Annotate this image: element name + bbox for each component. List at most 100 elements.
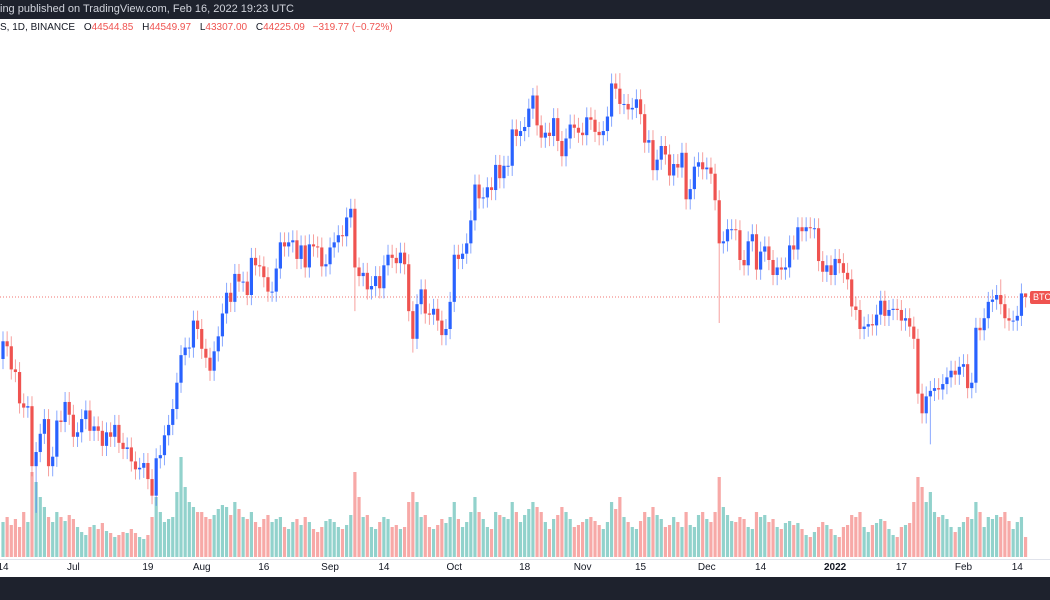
candle-body [88, 410, 92, 431]
volume-bar [647, 517, 651, 557]
candle-body [581, 132, 585, 136]
volume-bar [995, 515, 999, 557]
volume-bar [564, 512, 568, 557]
volume-bar [121, 532, 125, 557]
volume-bar [804, 535, 808, 557]
volume-bar [489, 529, 494, 557]
candle-body [924, 396, 928, 414]
volume-bar [746, 527, 750, 557]
candle-body [518, 131, 523, 136]
candle-body [638, 99, 643, 115]
candle-body [891, 308, 895, 310]
candle-body [349, 208, 353, 218]
volume-bar [369, 527, 374, 557]
volume-bar [883, 521, 887, 557]
candle-body [858, 309, 862, 330]
volume-bar [9, 525, 13, 557]
volume-bar [30, 472, 34, 557]
candle-body [701, 162, 705, 170]
volume-bar [908, 523, 912, 557]
candle-body [465, 243, 469, 254]
candle-body [117, 424, 121, 443]
publish-bar: ing published on TradingView.com, Feb 16… [0, 0, 1050, 19]
candle-body [357, 267, 361, 277]
candle-body [651, 140, 655, 171]
volume-bar [659, 519, 663, 557]
volume-bar [407, 502, 411, 557]
candle-body [572, 124, 576, 128]
volume-bar [336, 527, 340, 557]
candle-body [113, 424, 117, 437]
x-tick-label: 15 [634, 562, 647, 573]
candle-body [1003, 304, 1007, 319]
candle-body [324, 264, 328, 267]
volume-bar [349, 515, 353, 557]
candle-body [531, 95, 535, 109]
volume-bar [556, 515, 560, 557]
volume-bar [195, 512, 200, 557]
volume-bar [423, 515, 427, 557]
candle-body [754, 234, 759, 270]
candle-body [92, 426, 96, 431]
candle-body [734, 229, 738, 231]
candle-body [626, 103, 630, 110]
candle-body [618, 88, 622, 104]
candle-body [382, 265, 386, 289]
volume-bar [13, 519, 18, 557]
volume-bar [224, 507, 229, 557]
candle-body [684, 152, 688, 200]
volume-bar [924, 502, 928, 557]
volume-bar [916, 477, 920, 557]
candle-body [431, 308, 436, 315]
volume-bar [411, 492, 415, 557]
candle-body [899, 309, 903, 321]
candle-body [854, 306, 858, 310]
volume-bar [167, 519, 171, 557]
volume-bar [833, 535, 837, 557]
volume-bar [129, 529, 133, 557]
volume-bar [133, 533, 138, 557]
candle-body [109, 432, 113, 437]
candle-body [916, 338, 920, 394]
candlestick-chart[interactable] [0, 0, 1050, 560]
candle-body [142, 462, 146, 468]
candle-body [821, 261, 825, 272]
volume-bar [22, 512, 26, 557]
volume-bar [920, 487, 924, 557]
candle-body [937, 388, 941, 390]
candle-body [365, 272, 369, 290]
volume-bar [440, 519, 444, 557]
volume-bar [879, 519, 883, 557]
candle-body [659, 145, 663, 160]
volume-bar [721, 507, 725, 557]
volume-bar [374, 529, 378, 557]
volume-bar [854, 517, 858, 557]
volume-bar [518, 522, 523, 557]
candle-body [204, 348, 208, 358]
candle-body [187, 347, 191, 349]
candle-body [394, 257, 398, 264]
volume-bar [233, 502, 237, 557]
x-tick-label: 14 [378, 562, 390, 573]
candle-body [138, 467, 142, 470]
candle-body [995, 295, 999, 300]
candle-body [374, 276, 378, 287]
low-label: L [199, 22, 206, 33]
candle-body [436, 308, 440, 321]
candle-body [713, 173, 717, 201]
candle-body [212, 351, 216, 371]
volume-bar [523, 515, 527, 557]
candle-body [220, 313, 225, 337]
volume-bar [891, 535, 895, 557]
candle-body [345, 217, 349, 237]
candle-body [13, 369, 18, 373]
candle-body [796, 227, 800, 250]
candle-body [928, 390, 932, 397]
volume-bar [353, 472, 357, 557]
time-axis[interactable]: 14 Jul 19 Aug 16 Sep 14 Oct 18 Nov 15 Dec 14 2022 17 Fe… [0, 559, 1050, 576]
volume-bar [750, 529, 754, 557]
volume-bar [59, 517, 63, 557]
candle-body [96, 426, 100, 431]
candle-body [378, 276, 382, 289]
candle-body [262, 266, 266, 278]
